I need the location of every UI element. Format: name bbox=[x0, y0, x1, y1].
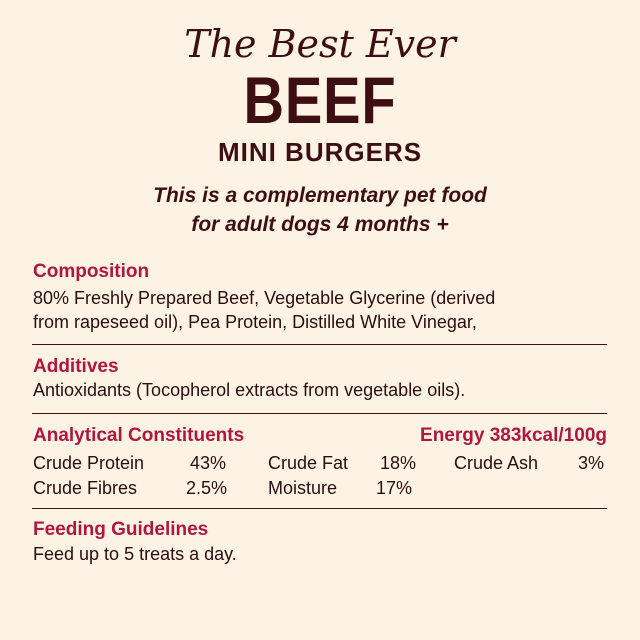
description-line-1: This is a complementary pet food bbox=[153, 184, 487, 207]
composition-line-2: from rapeseed oil), Pea Protein, Distill… bbox=[33, 312, 477, 332]
constituent-label: Crude Fibres bbox=[33, 478, 138, 498]
composition-heading: Composition bbox=[33, 261, 150, 282]
constituent-value: 2.5% bbox=[186, 478, 228, 498]
divider bbox=[32, 344, 607, 345]
divider bbox=[32, 413, 607, 414]
energy-value: Energy 383kcal/100g bbox=[420, 425, 607, 446]
tagline: The Best Ever bbox=[184, 22, 456, 66]
additives-text: Antioxidants (Tocopherol extracts from v… bbox=[33, 380, 466, 400]
divider bbox=[32, 508, 607, 509]
constituent-value: 3% bbox=[578, 453, 605, 473]
constituent-label: Crude Ash bbox=[454, 453, 539, 473]
constituent-label: Crude Protein bbox=[33, 453, 145, 473]
constituent-value: 43% bbox=[190, 453, 227, 473]
constituent-label: Crude Fat bbox=[268, 453, 349, 473]
additives-heading: Additives bbox=[33, 356, 119, 377]
analytical-heading: Analytical Constituents bbox=[33, 425, 245, 446]
constituent-label: Moisture bbox=[268, 478, 338, 498]
feeding-text: Feed up to 5 treats a day. bbox=[33, 544, 237, 564]
constituent-value: 17% bbox=[376, 478, 413, 498]
constituent-value: 18% bbox=[380, 453, 417, 473]
product-variant: MINI BURGERS bbox=[217, 137, 423, 167]
composition-line-1: 80% Freshly Prepared Beef, Vegetable Gly… bbox=[33, 288, 496, 308]
product-name: BEEF bbox=[243, 63, 397, 137]
feeding-heading: Feeding Guidelines bbox=[33, 519, 209, 540]
description-line-2: for adult dogs 4 months + bbox=[191, 213, 449, 236]
